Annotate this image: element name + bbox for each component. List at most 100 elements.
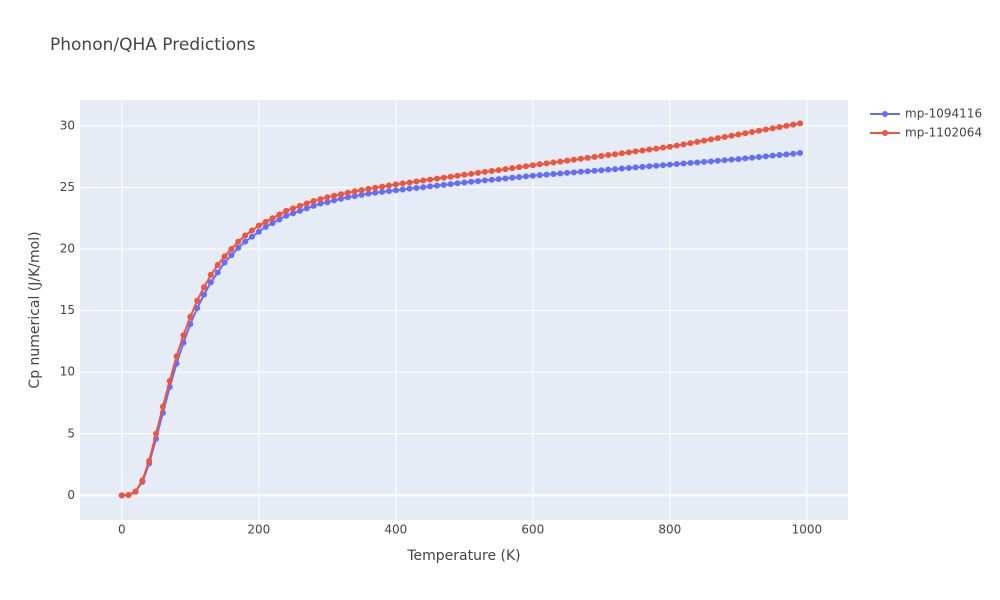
data-point (420, 184, 427, 191)
data-point (639, 147, 646, 154)
data-point (201, 284, 208, 291)
data-point (666, 161, 673, 168)
x-tick-label: 200 (247, 523, 270, 537)
data-point (509, 174, 516, 181)
data-point (262, 223, 269, 230)
data-point (557, 170, 564, 177)
data-point (331, 197, 338, 204)
data-point (797, 149, 804, 156)
data-point (194, 297, 201, 304)
data-point (749, 129, 756, 136)
data-point (214, 269, 221, 276)
data-point (420, 177, 427, 184)
data-point (639, 163, 646, 170)
data-point (392, 187, 399, 194)
data-point (598, 153, 605, 160)
data-point (166, 377, 173, 384)
y-tick-label: 10 (60, 365, 75, 379)
y-tick-label: 0 (67, 488, 75, 502)
x-axis-title: Temperature (K) (406, 548, 520, 564)
data-point (351, 193, 358, 200)
data-point (406, 185, 413, 192)
data-point (543, 171, 550, 178)
data-point (331, 192, 338, 199)
data-point (523, 163, 530, 170)
data-point (324, 199, 331, 206)
data-point (303, 205, 310, 212)
grid (80, 100, 848, 520)
data-point (673, 142, 680, 149)
data-point (125, 491, 132, 498)
data-point (666, 143, 673, 150)
data-point (653, 162, 660, 169)
data-point (269, 220, 276, 227)
data-point (509, 165, 516, 172)
data-point (427, 176, 434, 183)
data-point (207, 271, 214, 278)
data-point (570, 169, 577, 176)
data-point (399, 186, 406, 193)
legend-label: mp-1094116 (905, 107, 982, 121)
data-point (762, 126, 769, 133)
data-point (749, 154, 756, 161)
y-tick-label: 20 (60, 242, 75, 256)
data-point (714, 135, 721, 142)
data-point (488, 176, 495, 183)
data-point (584, 168, 591, 175)
x-tick-label: 1000 (792, 523, 823, 537)
data-point (365, 185, 372, 192)
data-point (769, 125, 776, 132)
data-point (427, 183, 434, 190)
data-point (783, 122, 790, 129)
data-point (262, 218, 269, 225)
data-point (762, 153, 769, 160)
data-point (338, 191, 345, 198)
data-point (358, 191, 365, 198)
data-point (481, 177, 488, 184)
data-point (783, 151, 790, 158)
data-point (673, 161, 680, 168)
legend-marker (882, 111, 888, 117)
data-point (283, 212, 290, 219)
data-point (440, 174, 447, 181)
data-point (735, 131, 742, 138)
data-point (221, 253, 228, 260)
data-point (495, 167, 502, 174)
data-point (139, 477, 146, 484)
data-point (283, 207, 290, 214)
data-point (564, 157, 571, 164)
data-point (701, 137, 708, 144)
data-point (351, 188, 358, 195)
data-point (235, 244, 242, 251)
data-point (707, 158, 714, 165)
data-point (570, 156, 577, 163)
data-point (187, 313, 194, 320)
data-point (468, 170, 475, 177)
data-point (502, 175, 509, 182)
plot-background (80, 100, 848, 520)
data-point (221, 259, 228, 266)
data-point (632, 164, 639, 171)
plot-area (118, 120, 804, 499)
data-point (201, 291, 208, 298)
data-point (776, 124, 783, 131)
data-point (625, 149, 632, 156)
y-tick-label: 25 (60, 180, 75, 194)
data-point (447, 173, 454, 180)
data-point (728, 132, 735, 139)
data-point (475, 169, 482, 176)
data-point (714, 157, 721, 164)
data-point (365, 190, 372, 197)
series-line (121, 122, 801, 497)
data-point (584, 154, 591, 161)
data-point (536, 161, 543, 168)
data-point (447, 181, 454, 188)
x-tick-label: 800 (658, 523, 681, 537)
data-point (632, 148, 639, 155)
data-point (317, 200, 324, 207)
data-point (618, 165, 625, 172)
data-point (344, 189, 351, 196)
data-point (468, 178, 475, 185)
data-point (146, 457, 153, 464)
